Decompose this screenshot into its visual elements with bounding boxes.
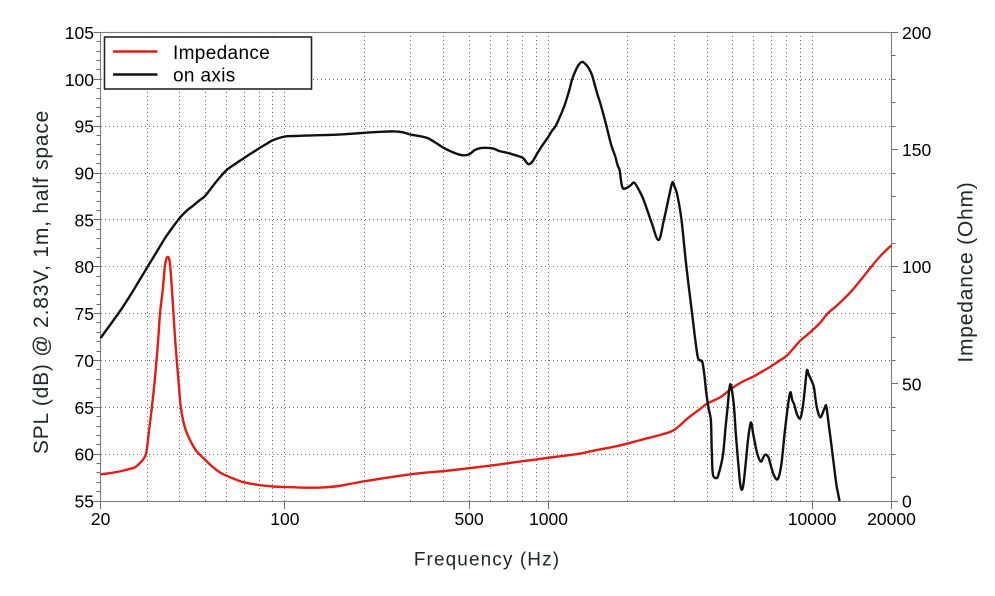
svg-text:100: 100 bbox=[270, 509, 299, 529]
svg-text:Impedance (Ohm): Impedance (Ohm) bbox=[955, 181, 978, 362]
svg-text:90: 90 bbox=[75, 164, 95, 184]
svg-text:95: 95 bbox=[75, 117, 94, 137]
svg-text:SPL (dB) @ 2.83V, 1m, half spa: SPL (dB) @ 2.83V, 1m, half space bbox=[30, 110, 53, 454]
svg-text:on axis: on axis bbox=[173, 66, 236, 87]
svg-text:75: 75 bbox=[75, 304, 94, 324]
svg-text:65: 65 bbox=[75, 398, 94, 418]
svg-text:Impedance: Impedance bbox=[173, 43, 270, 64]
svg-text:60: 60 bbox=[75, 445, 95, 465]
svg-text:100: 100 bbox=[65, 70, 94, 90]
svg-text:20000: 20000 bbox=[867, 509, 916, 529]
svg-text:100: 100 bbox=[902, 257, 931, 277]
svg-text:105: 105 bbox=[65, 23, 94, 43]
svg-text:10000: 10000 bbox=[788, 509, 837, 529]
svg-text:500: 500 bbox=[454, 509, 483, 529]
svg-text:1000: 1000 bbox=[529, 509, 568, 529]
svg-text:200: 200 bbox=[902, 23, 931, 43]
svg-text:55: 55 bbox=[75, 492, 94, 512]
svg-text:150: 150 bbox=[902, 140, 931, 160]
svg-text:Frequency (Hz): Frequency (Hz) bbox=[414, 550, 560, 571]
svg-text:85: 85 bbox=[75, 210, 94, 230]
svg-text:50: 50 bbox=[902, 374, 922, 394]
svg-text:80: 80 bbox=[75, 257, 95, 277]
svg-text:70: 70 bbox=[75, 351, 95, 371]
svg-text:0: 0 bbox=[902, 492, 912, 512]
svg-text:20: 20 bbox=[91, 509, 111, 529]
